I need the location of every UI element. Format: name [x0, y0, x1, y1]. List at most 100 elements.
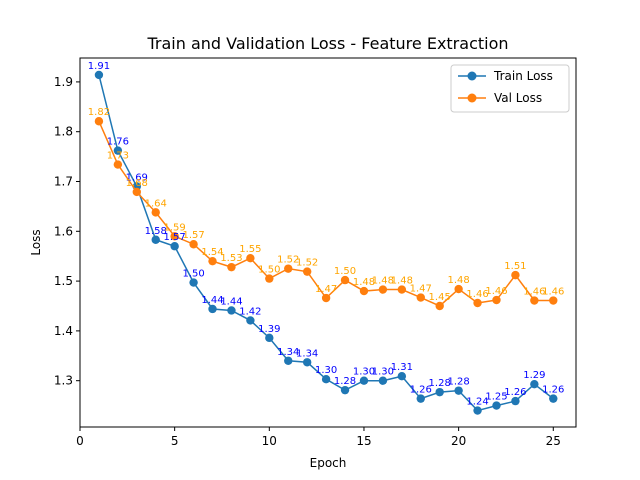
val-loss-value-label: 1.48	[372, 276, 394, 287]
train-loss-value-label: 1.69	[126, 172, 148, 183]
val-loss-value-label: 1.64	[145, 198, 167, 209]
val-loss-point	[170, 232, 179, 241]
train-loss-value-label: 1.30	[315, 365, 337, 376]
y-tick-label: 1.7	[54, 174, 73, 188]
val-loss-value-label: 1.47	[315, 284, 337, 295]
val-loss-point	[416, 293, 425, 302]
train-loss-value-label: 1.58	[145, 226, 167, 237]
train-loss-value-label: 1.44	[220, 296, 242, 307]
train-loss-value-label: 1.30	[372, 367, 394, 378]
train-loss-value-label: 1.50	[182, 269, 204, 280]
train-loss-value-label: 1.26	[542, 385, 564, 396]
val-loss-point	[321, 293, 331, 303]
val-loss-value-label: 1.48	[353, 277, 375, 288]
train-loss-point	[113, 146, 123, 155]
train-loss-point	[511, 396, 520, 406]
val-loss-point	[435, 301, 444, 311]
x-tick-label: 5	[171, 434, 179, 448]
plot-frame	[79, 57, 577, 428]
train-loss-point	[284, 356, 293, 365]
x-tick-label: 0	[76, 434, 84, 448]
train-loss-point	[227, 306, 236, 315]
train-loss-value-label: 1.44	[201, 295, 223, 306]
val-loss-point	[151, 208, 160, 217]
val-loss-value-label: 1.46	[523, 287, 545, 298]
train-loss-value-label: 1.26	[410, 385, 432, 396]
train-loss-value-label: 1.31	[391, 362, 413, 373]
val-loss-value-label: 1.59	[164, 222, 186, 233]
val-loss-point	[454, 284, 463, 294]
train-loss-point	[94, 70, 104, 80]
val-loss-value-label: 1.68	[126, 178, 148, 189]
y-tick-label: 1.4	[54, 324, 73, 338]
train-loss-value-label: 1.28	[334, 376, 356, 387]
train-loss-point	[549, 394, 558, 403]
train-loss-point	[378, 376, 388, 385]
train-loss-point	[359, 376, 369, 385]
train-loss-value-label: 1.91	[88, 61, 110, 72]
val-loss-point	[473, 298, 482, 308]
train-loss-value-label: 1.34	[296, 348, 318, 359]
val-loss-value-label: 1.52	[277, 255, 299, 266]
val-loss-value-label: 1.46	[485, 286, 507, 297]
val-loss-value-label: 1.46	[466, 289, 488, 300]
val-loss-value-label: 1.47	[410, 284, 432, 295]
train-loss-point	[454, 386, 463, 395]
train-loss-point	[473, 406, 482, 415]
val-loss-point	[530, 296, 539, 305]
val-loss-value-label: 1.53	[220, 253, 242, 264]
train-loss-value-label: 1.34	[277, 347, 299, 358]
x-tick-label: 15	[356, 434, 371, 448]
train-loss-value-label: 1.42	[239, 306, 261, 317]
legend-train-label: Train Loss	[493, 69, 553, 83]
train-loss-point	[321, 374, 331, 384]
train-loss-point	[416, 394, 425, 403]
val-loss-value-label: 1.45	[429, 292, 451, 303]
val-loss-value-label: 1.46	[542, 287, 564, 298]
val-loss-point	[227, 262, 236, 272]
val-loss-point	[549, 296, 558, 305]
val-loss-point	[492, 295, 501, 305]
val-loss-point	[94, 117, 104, 126]
train-loss-value-label: 1.57	[164, 232, 186, 243]
train-loss-value-label: 1.28	[429, 378, 451, 389]
val-loss-value-label: 1.73	[107, 151, 129, 162]
train-loss-point	[530, 379, 539, 389]
val-loss-value-label: 1.57	[182, 230, 204, 241]
legend-train-marker	[467, 71, 477, 81]
x-tick-label: 25	[546, 434, 561, 448]
val-loss-point	[378, 285, 388, 294]
val-loss-value-label: 1.48	[447, 275, 469, 286]
y-tick-label: 1.8	[54, 125, 73, 139]
train-loss-point	[208, 304, 217, 314]
val-loss-value-label: 1.51	[504, 261, 526, 272]
train-loss-point	[492, 401, 501, 410]
train-loss-value-label: 1.26	[504, 387, 526, 398]
val-loss-value-label: 1.54	[201, 247, 223, 258]
val-loss-value-label: 1.48	[391, 276, 413, 287]
y-tick-label: 1.9	[54, 75, 73, 89]
val-loss-value-label: 1.52	[296, 258, 318, 269]
val-loss-value-label: 1.55	[239, 244, 261, 255]
train-loss-point	[246, 316, 255, 325]
legend-val-label: Val Loss	[494, 91, 542, 105]
val-loss-point	[189, 240, 198, 249]
train-loss-point	[265, 333, 274, 343]
x-axis-label: Epoch	[310, 456, 347, 470]
val-loss-point	[359, 286, 369, 296]
train-loss-value-label: 1.25	[485, 392, 507, 403]
y-tick-label: 1.5	[54, 274, 73, 288]
chart-title: Train and Validation Loss - Feature Extr…	[146, 34, 508, 53]
val-loss-point	[397, 285, 407, 294]
val-loss-value-label: 1.50	[258, 265, 280, 276]
train-loss-point	[151, 235, 160, 244]
legend-val-marker	[467, 93, 477, 103]
train-loss-point	[189, 278, 198, 287]
val-loss-point	[340, 275, 350, 285]
train-loss-value-label: 1.39	[258, 324, 280, 335]
y-axis-label: Loss	[29, 229, 43, 255]
train-loss-point	[435, 387, 444, 397]
x-tick-label: 10	[262, 434, 277, 448]
val-loss-point	[511, 270, 520, 280]
